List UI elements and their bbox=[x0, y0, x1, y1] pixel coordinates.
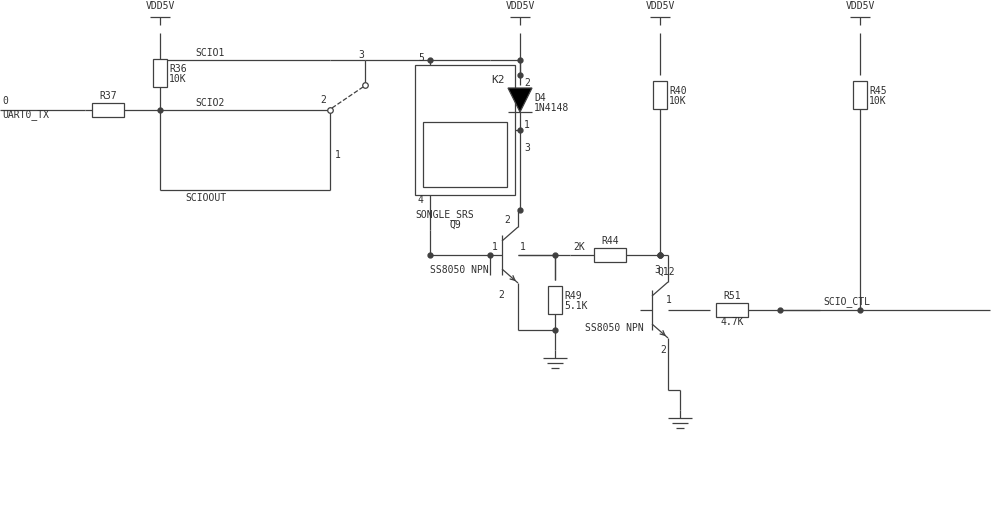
Text: 2: 2 bbox=[498, 290, 504, 300]
Text: Q9: Q9 bbox=[450, 220, 462, 230]
Text: SCIOOUT: SCIOOUT bbox=[185, 193, 226, 203]
Text: R51: R51 bbox=[723, 291, 741, 301]
Text: 1: 1 bbox=[666, 295, 672, 305]
Text: 1: 1 bbox=[492, 242, 498, 252]
Text: 2K: 2K bbox=[573, 242, 585, 252]
Text: SS8050 NPN: SS8050 NPN bbox=[585, 323, 644, 333]
Text: SONGLE_SRS: SONGLE_SRS bbox=[415, 209, 474, 221]
Text: 5: 5 bbox=[418, 53, 424, 63]
Text: 10K: 10K bbox=[169, 74, 187, 84]
Text: R49: R49 bbox=[564, 291, 582, 301]
Bar bbox=[153, 59, 167, 87]
Bar bbox=[548, 286, 562, 314]
Text: 3: 3 bbox=[654, 265, 660, 275]
Text: 2: 2 bbox=[524, 78, 530, 88]
Text: 5.1K: 5.1K bbox=[564, 301, 588, 311]
Text: 4: 4 bbox=[418, 195, 424, 205]
Text: 4.7K: 4.7K bbox=[720, 317, 744, 327]
Bar bbox=[594, 248, 626, 262]
Text: R40: R40 bbox=[669, 86, 687, 96]
Text: 0: 0 bbox=[2, 96, 8, 106]
Text: 1N4148: 1N4148 bbox=[534, 103, 569, 113]
Text: VDD5V: VDD5V bbox=[845, 1, 875, 11]
Text: R36: R36 bbox=[169, 64, 187, 74]
Text: R37: R37 bbox=[99, 91, 117, 101]
Bar bbox=[653, 81, 667, 109]
Text: 2: 2 bbox=[320, 95, 326, 105]
Text: 1: 1 bbox=[520, 242, 526, 252]
Text: 1: 1 bbox=[335, 150, 341, 160]
Text: 1: 1 bbox=[524, 120, 530, 130]
Text: R44: R44 bbox=[601, 236, 619, 246]
Text: VDD5V: VDD5V bbox=[145, 1, 175, 11]
Text: UART0_TX: UART0_TX bbox=[2, 110, 49, 121]
Text: 3: 3 bbox=[358, 50, 364, 60]
Text: VDD5V: VDD5V bbox=[645, 1, 675, 11]
Text: 3: 3 bbox=[524, 143, 530, 153]
Text: SCIO2: SCIO2 bbox=[195, 98, 224, 108]
Text: R45: R45 bbox=[869, 86, 887, 96]
Text: Q12: Q12 bbox=[658, 267, 676, 277]
Text: 2: 2 bbox=[504, 215, 510, 225]
Text: SCIO_CTL: SCIO_CTL bbox=[823, 297, 870, 307]
Bar bbox=[716, 303, 748, 317]
Bar bbox=[853, 81, 867, 109]
Text: SS8050 NPN: SS8050 NPN bbox=[430, 265, 489, 275]
Text: 10K: 10K bbox=[669, 96, 687, 106]
Bar bbox=[415, 65, 515, 195]
Bar bbox=[92, 103, 124, 117]
Bar bbox=[423, 122, 507, 187]
Text: VDD5V: VDD5V bbox=[505, 1, 535, 11]
Text: D4: D4 bbox=[534, 93, 546, 103]
Text: SCIO1: SCIO1 bbox=[195, 48, 224, 58]
Text: K2: K2 bbox=[492, 75, 505, 85]
Polygon shape bbox=[508, 88, 532, 112]
Text: 10K: 10K bbox=[869, 96, 887, 106]
Text: 2: 2 bbox=[660, 345, 666, 355]
